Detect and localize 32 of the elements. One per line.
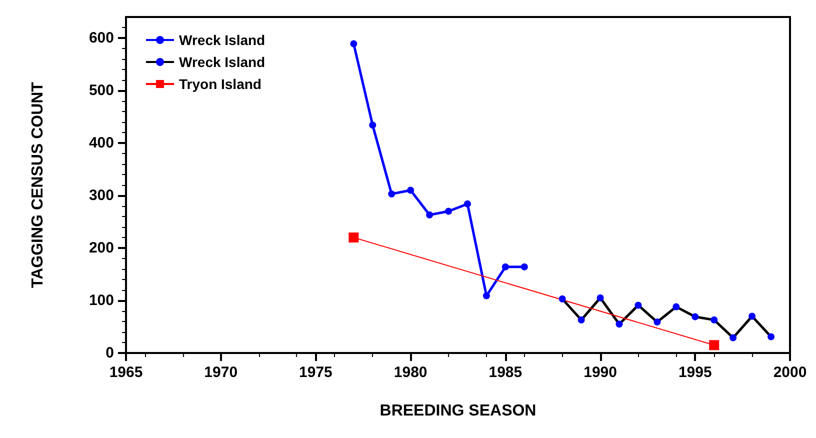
x-tick-label: 1985: [488, 364, 522, 381]
x-tick-label: 2000: [773, 364, 807, 381]
y-tick-label: 0: [106, 344, 114, 362]
point: [520, 263, 528, 270]
point: [445, 208, 452, 215]
y-tick-label: 100: [88, 292, 114, 309]
x-tick-label: 1965: [109, 364, 143, 381]
point: [350, 40, 358, 48]
point: [388, 190, 396, 198]
point: [709, 340, 720, 350]
legend-label: Wreck Island: [179, 54, 266, 70]
legend-label: Wreck Island: [179, 32, 266, 48]
y-tick-label: 600: [88, 30, 114, 46]
x-tick-label: 1975: [299, 364, 332, 381]
x-tick-label: 1970: [204, 364, 238, 381]
point: [369, 122, 376, 129]
x-tick-label: 1990: [584, 364, 617, 381]
point: [502, 263, 509, 270]
point: [348, 232, 359, 242]
point: [407, 186, 414, 194]
y-tick-label: 400: [88, 134, 114, 152]
point: [426, 211, 434, 218]
legend-label: Tryon Island: [179, 76, 262, 92]
y-axis-title: TAGGING CENSUS COUNT: [30, 82, 46, 288]
x-tick-label: 1980: [394, 364, 428, 381]
y-tick-label: 300: [88, 187, 114, 204]
y-tick-label: 500: [88, 82, 114, 99]
point: [482, 292, 490, 300]
point: [464, 200, 471, 208]
x-axis-title: BREEDING SEASON: [380, 402, 536, 420]
y-tick-label: 200: [88, 240, 114, 256]
x-tick-label: 1995: [678, 364, 712, 381]
